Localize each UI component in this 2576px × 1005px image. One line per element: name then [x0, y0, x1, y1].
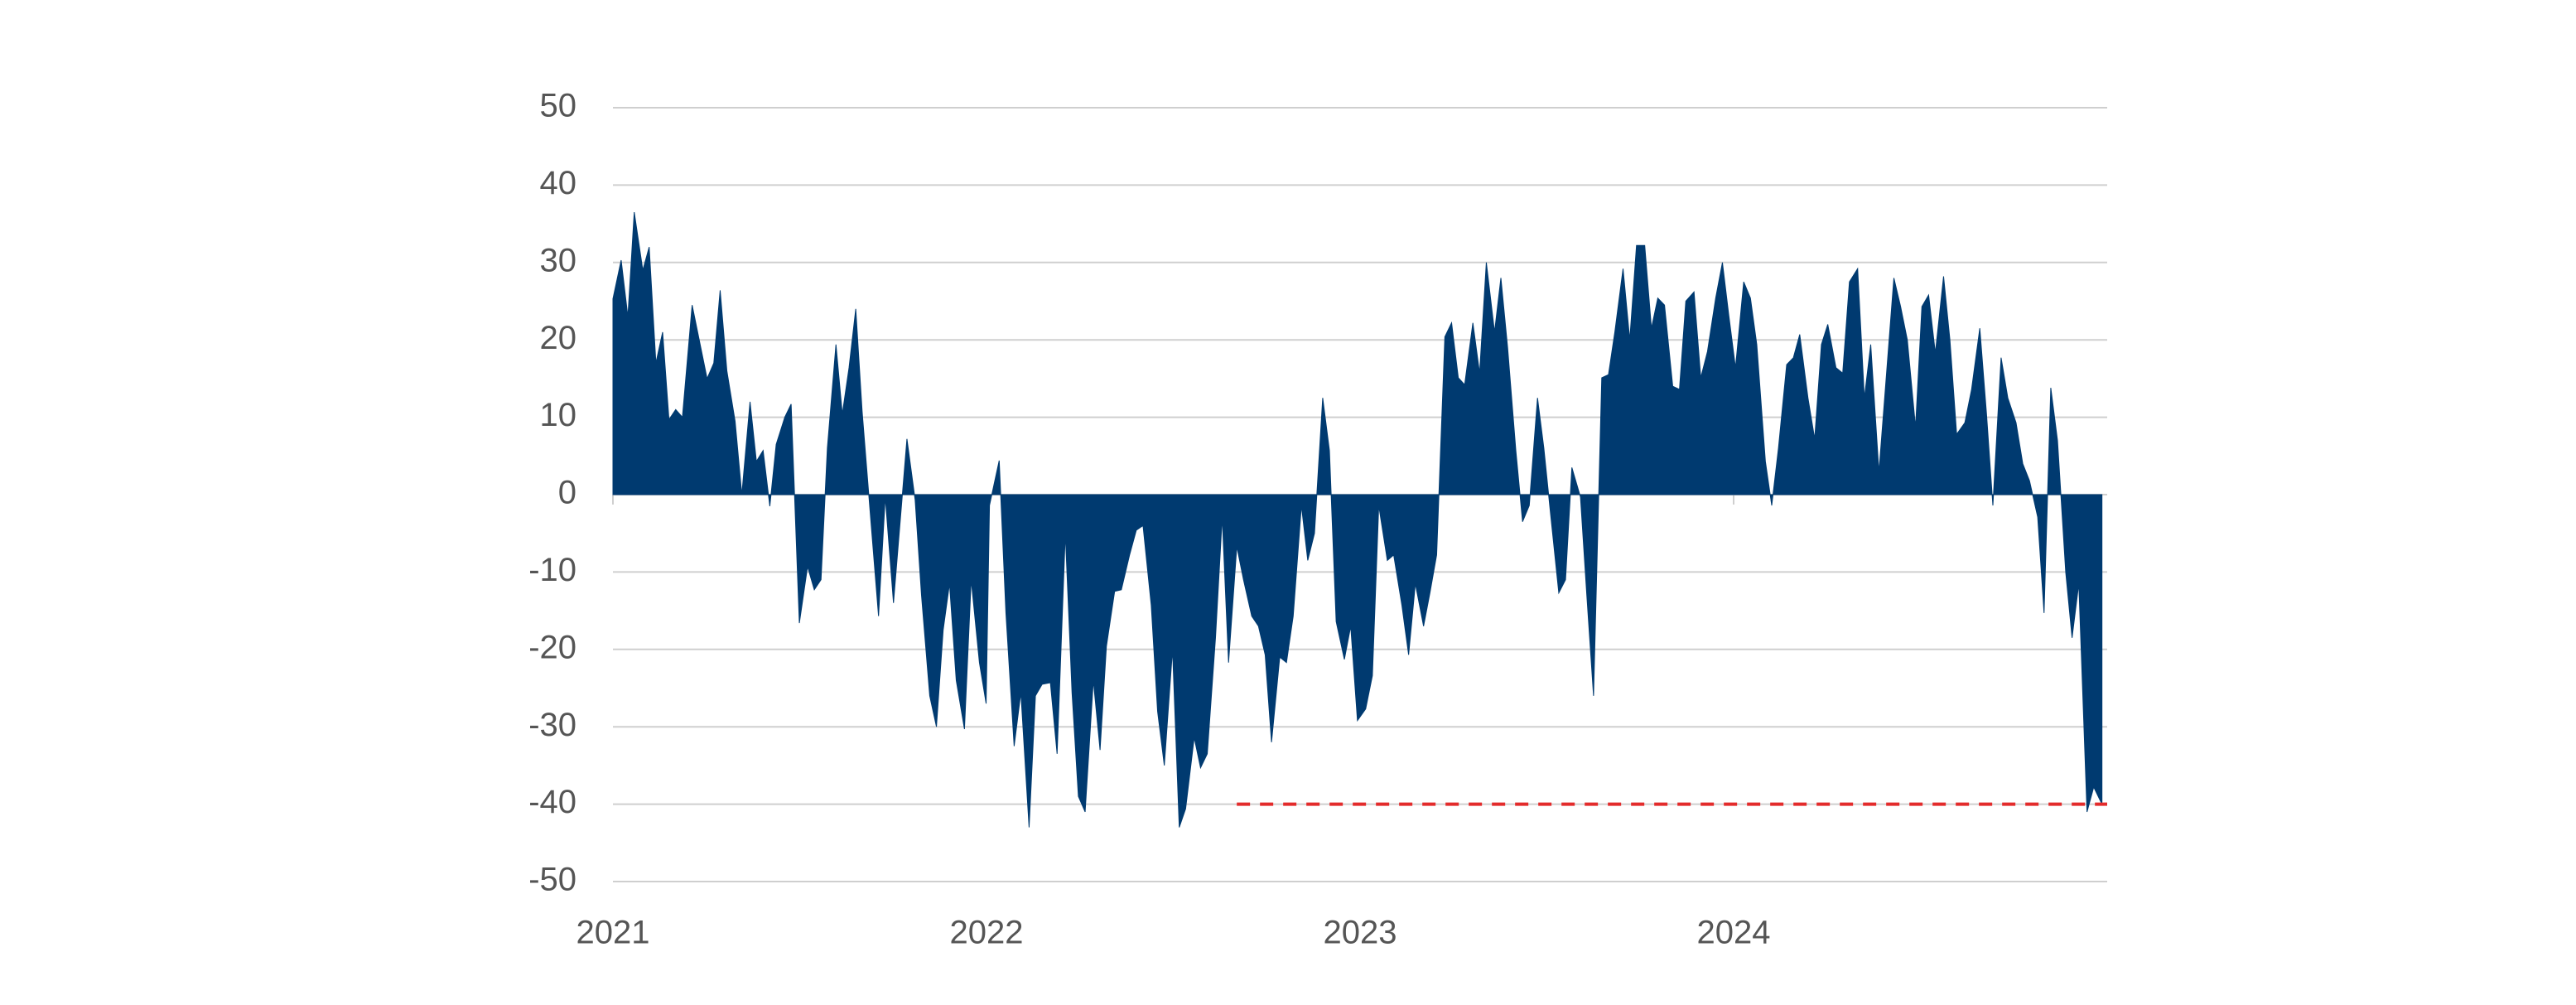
x-tick-label: 2024 — [1697, 915, 1771, 951]
y-tick-label: -30 — [528, 707, 576, 743]
y-tick-label: -20 — [528, 629, 576, 665]
y-tick-label: 50 — [540, 88, 577, 124]
y-tick-label: -10 — [528, 552, 576, 588]
y-tick-label: -40 — [528, 784, 576, 820]
x-tick-label: 2023 — [1324, 915, 1397, 951]
y-tick-label: 40 — [540, 165, 577, 201]
y-tick-label: 0 — [558, 475, 576, 511]
y-tick-label: -50 — [528, 862, 576, 898]
y-tick-label: 20 — [540, 320, 577, 356]
area — [612, 212, 2103, 828]
x-tick-label: 2022 — [950, 915, 1024, 951]
y-tick-label: 30 — [540, 242, 577, 278]
x-tick-label: 2021 — [576, 915, 650, 951]
y-tick-label: 10 — [540, 397, 577, 433]
